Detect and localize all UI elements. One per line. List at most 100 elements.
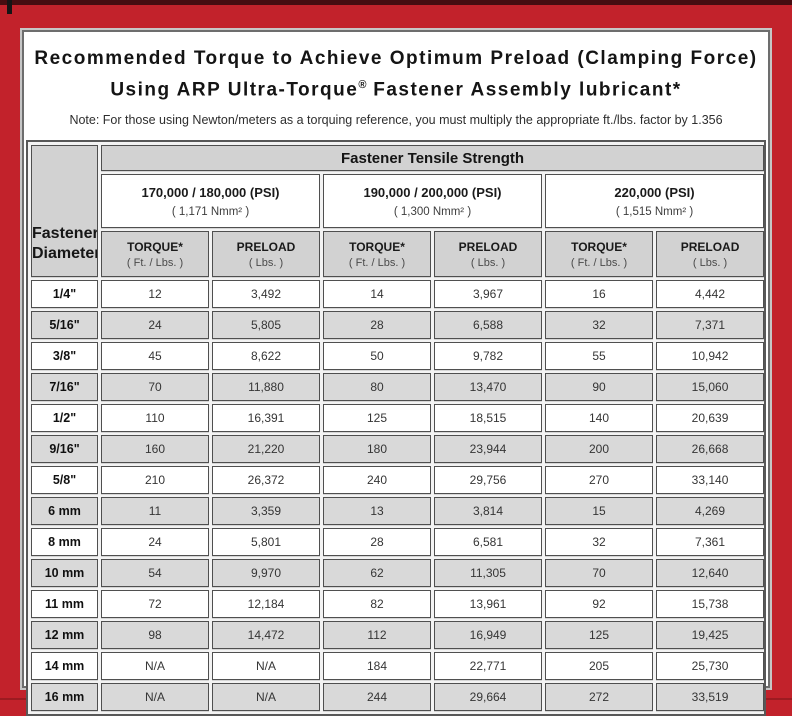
preload-value-cell: 18,515 [434, 404, 542, 433]
fastener-diameter-cell: 16 mm [31, 683, 98, 712]
preload-value-cell: 6,581 [434, 528, 542, 557]
preload-value-cell: 3,814 [434, 497, 542, 526]
preload-value-cell: 15,060 [656, 373, 765, 402]
preload-value-cell: 3,492 [212, 280, 320, 309]
preload-value-cell: 5,805 [212, 311, 320, 340]
torque-value-cell: 184 [323, 652, 431, 681]
table-row: 11 mm 72 12,184 82 13,961 92 15,738 [31, 590, 765, 619]
table-row: 5/16" 24 5,805 28 6,588 32 7,371 [31, 311, 765, 340]
torque-header-1: TORQUE* ( Ft. / Lbs. ) [101, 231, 209, 278]
table-row: 1/4" 12 3,492 14 3,967 16 4,442 [31, 280, 765, 309]
table-row: 5/8" 210 26,372 240 29,756 270 33,140 [31, 466, 765, 495]
torque-value-cell: 244 [323, 683, 431, 712]
torque-value-cell: 13 [323, 497, 431, 526]
preload-value-cell: 33,519 [656, 683, 765, 712]
preload-value-cell: 13,961 [434, 590, 542, 619]
preload-value-cell: 15,738 [656, 590, 765, 619]
torque-value-cell: 55 [545, 342, 653, 371]
preload-value-cell: 22,771 [434, 652, 542, 681]
preload-value-cell: 11,305 [434, 559, 542, 588]
preload-value-cell: 7,371 [656, 311, 765, 340]
preload-value-cell: 29,756 [434, 466, 542, 495]
torque-value-cell: 16 [545, 280, 653, 309]
preload-value-cell: 16,391 [212, 404, 320, 433]
preload-value-cell: 9,782 [434, 342, 542, 371]
torque-value-cell: 205 [545, 652, 653, 681]
table-row: 6 mm 11 3,359 13 3,814 15 4,269 [31, 497, 765, 526]
psi-group-3-nmm: ( 1,515 Nmm² ) [615, 205, 694, 218]
preload-header-3: PRELOAD ( Lbs. ) [656, 231, 765, 278]
page-title: Recommended Torque to Achieve Optimum Pr… [32, 45, 760, 103]
table-row: 14 mm N/A N/A 184 22,771 205 25,730 [31, 652, 765, 681]
preload-value-cell: 12,640 [656, 559, 765, 588]
torque-value-cell: 200 [545, 435, 653, 464]
torque-value-cell: 24 [101, 311, 209, 340]
top-dark-strip [0, 0, 792, 5]
psi-group-3: 220,000 (PSI) ( 1,515 Nmm² ) [545, 174, 765, 229]
torque-value-cell: 12 [101, 280, 209, 309]
fastener-diameter-cell: 1/4" [31, 280, 98, 309]
torque-value-cell: 125 [545, 621, 653, 650]
torque-value-cell: 70 [545, 559, 653, 588]
torque-value-cell: 210 [101, 466, 209, 495]
corner-notch-mark [7, 0, 12, 14]
preload-value-cell: 3,359 [212, 497, 320, 526]
preload-value-cell: 7,361 [656, 528, 765, 557]
psi-group-1: 170,000 / 180,000 (PSI) ( 1,171 Nmm² ) [101, 174, 320, 229]
preload-value-cell: 8,622 [212, 342, 320, 371]
preload-header-1: PRELOAD ( Lbs. ) [212, 231, 320, 278]
preload-value-cell: 26,668 [656, 435, 765, 464]
preload-value-cell: 33,140 [656, 466, 765, 495]
content-panel: Recommended Torque to Achieve Optimum Pr… [22, 30, 770, 716]
preload-value-cell: 26,372 [212, 466, 320, 495]
preload-value-cell: 14,472 [212, 621, 320, 650]
table-row: 9/16" 160 21,220 180 23,944 200 26,668 [31, 435, 765, 464]
torque-value-cell: 240 [323, 466, 431, 495]
torque-header-2: TORQUE* ( Ft. / Lbs. ) [323, 231, 431, 278]
preload-value-cell: 4,442 [656, 280, 765, 309]
torque-value-cell: 82 [323, 590, 431, 619]
table-row: 1/2" 110 16,391 125 18,515 140 20,639 [31, 404, 765, 433]
title-line-2: Using ARP Ultra-Torque® Fastener Assembl… [110, 79, 682, 101]
preload-value-cell: 19,425 [656, 621, 765, 650]
preload-value-cell: 11,880 [212, 373, 320, 402]
registered-trademark-symbol: ® [358, 79, 367, 91]
torque-preload-header-row: TORQUE* ( Ft. / Lbs. ) PRELOAD ( Lbs. ) … [31, 231, 765, 278]
torque-preload-table: Fastener Diameter Fastener Tensile Stren… [28, 142, 767, 714]
preload-value-cell: 6,588 [434, 311, 542, 340]
torque-value-cell: 14 [323, 280, 431, 309]
preload-value-cell: N/A [212, 652, 320, 681]
psi-group-3-label: 220,000 (PSI) [614, 184, 695, 200]
psi-group-2-label: 190,000 / 200,000 (PSI) [363, 184, 502, 200]
table-row: 12 mm 98 14,472 112 16,949 125 19,425 [31, 621, 765, 650]
torque-value-cell: 62 [323, 559, 431, 588]
preload-value-cell: 21,220 [212, 435, 320, 464]
preload-value-cell: 23,944 [434, 435, 542, 464]
torque-value-cell: N/A [101, 652, 209, 681]
torque-value-cell: 50 [323, 342, 431, 371]
fastener-diameter-cell: 14 mm [31, 652, 98, 681]
psi-group-1-label: 170,000 / 180,000 (PSI) [141, 184, 280, 200]
torque-value-cell: 32 [545, 311, 653, 340]
torque-value-cell: 125 [323, 404, 431, 433]
psi-group-2-nmm: ( 1,300 Nmm² ) [393, 205, 472, 218]
table-row: 3/8" 45 8,622 50 9,782 55 10,942 [31, 342, 765, 371]
preload-value-cell: 5,801 [212, 528, 320, 557]
preload-value-cell: 13,470 [434, 373, 542, 402]
torque-value-cell: 80 [323, 373, 431, 402]
torque-value-cell: 45 [101, 342, 209, 371]
fastener-diameter-cell: 5/16" [31, 311, 98, 340]
preload-value-cell: 25,730 [656, 652, 765, 681]
preload-value-cell: 20,639 [656, 404, 765, 433]
psi-group-2: 190,000 / 200,000 (PSI) ( 1,300 Nmm² ) [323, 174, 542, 229]
fastener-diameter-cell: 7/16" [31, 373, 98, 402]
preload-header-2: PRELOAD ( Lbs. ) [434, 231, 542, 278]
torque-table-container: Fastener Diameter Fastener Tensile Stren… [26, 140, 766, 716]
torque-value-cell: 32 [545, 528, 653, 557]
fastener-diameter-cell: 6 mm [31, 497, 98, 526]
table-row: 10 mm 54 9,970 62 11,305 70 12,640 [31, 559, 765, 588]
torque-value-cell: 54 [101, 559, 209, 588]
torque-value-cell: 24 [101, 528, 209, 557]
torque-value-cell: 92 [545, 590, 653, 619]
fastener-diameter-cell: 3/8" [31, 342, 98, 371]
